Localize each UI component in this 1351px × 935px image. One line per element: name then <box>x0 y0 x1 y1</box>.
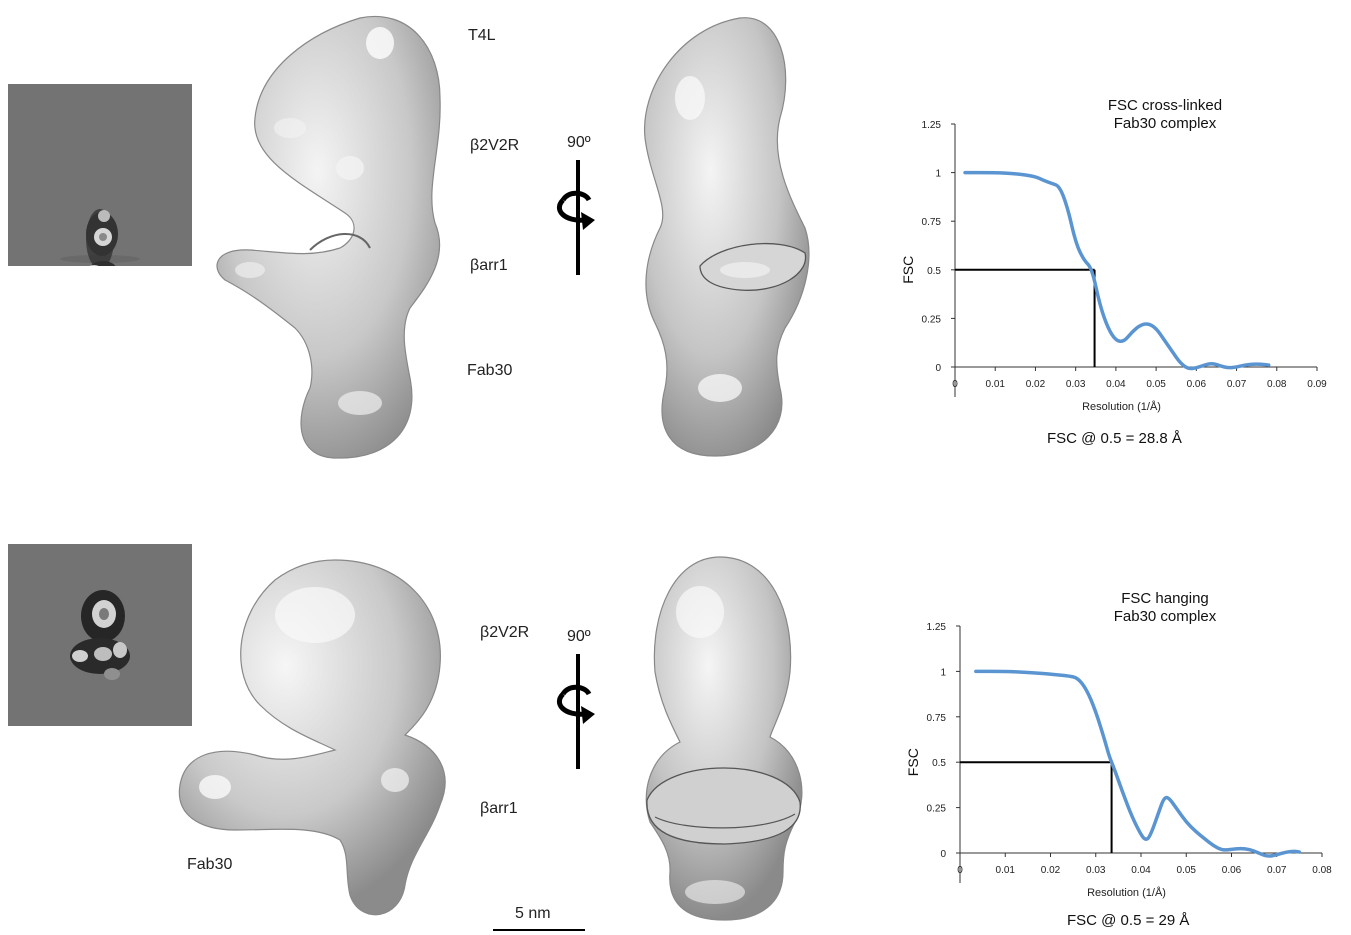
chart1-x-tick-label: 0.07 <box>1227 379 1247 390</box>
label-b2v2r-row2: β2V2R <box>480 624 530 641</box>
micrograph-class-average-2 <box>8 544 192 726</box>
chart2-x-tick-label: 0.06 <box>1222 865 1242 876</box>
chart2-y-tick-label: 0 <box>940 849 946 860</box>
label-barr1-row2: βarr1 <box>480 800 518 817</box>
chart1-x-tick-label: 0.06 <box>1187 379 1207 390</box>
chart1-x-tick-label: 0.08 <box>1267 379 1287 390</box>
chart1-title-line2: Fab30 complex <box>1113 115 1217 132</box>
chart1-y-tick-label: 0.5 <box>927 266 941 277</box>
chart2-x-axis-label: Resolution (1/Å) <box>1087 886 1166 899</box>
micrograph-class-average-1 <box>8 84 192 266</box>
chart2-x-tick-label: 0.02 <box>1041 865 1061 876</box>
chart2-title-line2: Fab30 complex <box>1113 608 1217 625</box>
chart1-y-tick-label: 1 <box>935 169 941 180</box>
chart2-x-tick-label: 0.01 <box>996 865 1016 876</box>
chart1-x-tick-label: 0.05 <box>1146 379 1166 390</box>
chart1-title-line1: FSC cross-linked <box>1107 97 1223 114</box>
chart2-x-tick-label: 0.04 <box>1131 865 1151 876</box>
chart2-x-tick-label: 0.03 <box>1086 865 1106 876</box>
chart2-x-tick-label: 0.08 <box>1312 865 1332 876</box>
label-barr1-row1: βarr1 <box>470 257 508 274</box>
chart1-y-tick-label: 0.75 <box>922 217 942 228</box>
chart2-y-tick-label: 0.25 <box>927 804 947 815</box>
chart2-x-tick-label: 0.05 <box>1177 865 1197 876</box>
rotation-label-row1: 90º <box>567 134 591 151</box>
chart1-x-tick-label: 0.09 <box>1307 379 1327 390</box>
chart2-y-tick-label: 0.75 <box>927 713 947 724</box>
chart1-y-tick-label: 1.25 <box>922 120 942 131</box>
chart1-fsc-note: FSC @ 0.5 = 28.8 Å <box>1047 430 1182 447</box>
density-map-row1-side <box>644 17 810 457</box>
rotation-arrow-icon <box>556 160 595 275</box>
fsc-chart-hanging: 0 0.25 0.5 0.75 1 1.25 0 0.01 0.02 0.03 0.04 0.05 0.… <box>905 622 1332 899</box>
chart1-x-tick-label: 0.02 <box>1026 379 1046 390</box>
chart2-fsc-note: FSC @ 0.5 = 29 Å <box>1067 912 1190 929</box>
chart2-title: FSC hanging Fab30 complex <box>1085 590 1245 626</box>
chart2-title-line1: FSC hanging <box>1121 590 1209 607</box>
chart1-y-tick-label: 0 <box>935 363 941 374</box>
chart2-x-tick-label: 0 <box>957 865 963 876</box>
chart1-x-tick-label: 0.04 <box>1106 379 1126 390</box>
label-t4l: T4L <box>468 27 496 44</box>
density-map-row1-front <box>216 15 441 459</box>
label-fab30-row1: Fab30 <box>467 362 513 379</box>
chart2-y-axis-label: FSC <box>905 748 921 776</box>
chart1-y-tick-label: 0.25 <box>922 314 942 325</box>
chart2-y-tick-label: 1 <box>940 667 946 678</box>
chart2-x-tick-label: 0.07 <box>1267 865 1287 876</box>
chart1-x-tick-label: 0 <box>952 379 958 390</box>
chart1-x-tick-label: 0.03 <box>1066 379 1086 390</box>
chart2-y-tick-label: 0.5 <box>932 758 946 769</box>
scale-bar-label: 5 nm <box>515 905 551 922</box>
rotation-label-row2: 90º <box>567 628 591 645</box>
density-map-row2-side <box>645 556 803 921</box>
chart1-x-tick-label: 0.01 <box>985 379 1005 390</box>
density-map-row2-front <box>178 559 446 916</box>
label-b2v2r-row1: β2V2R <box>470 137 520 154</box>
chart2-y-tick-label: 1.25 <box>927 622 947 633</box>
scale-bar <box>493 929 585 931</box>
chart1-x-axis-label: Resolution (1/Å) <box>1082 400 1161 413</box>
chart1-title: FSC cross-linked Fab30 complex <box>1080 97 1250 133</box>
fsc-chart-cross-linked: 0 0.25 0.5 0.75 1 1.25 0 0.01 0.02 0.03 0.04 0.05 0.… <box>900 120 1327 413</box>
chart1-y-axis-label: FSC <box>900 256 916 284</box>
rotation-arrow-icon <box>556 654 595 769</box>
label-fab30-row2: Fab30 <box>187 856 233 873</box>
chart2-fsc-curve <box>974 669 1302 858</box>
chart1-fsc-curve <box>963 170 1271 371</box>
